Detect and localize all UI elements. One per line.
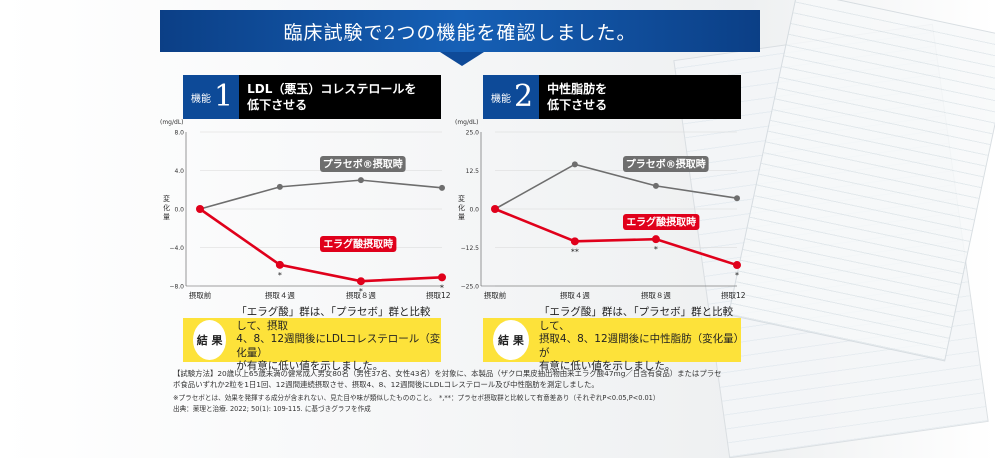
c2-point-ellagic (491, 205, 499, 213)
panel2-number-box: 機能 2 (483, 75, 540, 119)
panel1-label: 機能 (191, 93, 211, 105)
c1-ylabel-char: 化 (163, 203, 170, 212)
panel2-number: 2 (514, 79, 534, 114)
c1-ytick-label: −8.0 (169, 284, 184, 291)
c2-legend-ellagic: エラグ酸摂取時 (626, 216, 696, 229)
banner: 臨床試験で2つの機能を確認しました。 (160, 10, 760, 52)
panel1-number: 1 (214, 79, 234, 114)
panel2-title: 中性脂肪を 低下させる (539, 81, 607, 113)
c1-significance-mark: * (440, 283, 444, 292)
panel1-result-line1: 「エラグ酸」群は、「プラセボ」群と比較して、摂取 (236, 306, 431, 332)
panel1-title: LDL（悪玉）コレステロールを 低下させる (239, 81, 416, 113)
panel1-result-line3: が有意に低い値を示しました。 (236, 360, 384, 373)
notes-line4: 出典：薬理と治療. 2022; 50(1): 109-115. に基づきグラフを… (173, 405, 371, 413)
c2-point-ellagic (733, 261, 741, 270)
notes-line2: ボ食品いずれか2粒を1日1回、12週間連続摂取させ、摂取4、8、12週間後にLD… (173, 380, 599, 389)
c1-ytick-label: 4.0 (174, 168, 184, 175)
banner-title: 臨床試験で2つの機能を確認しました。 (283, 21, 637, 44)
panel2-result-badge: 結 果 (493, 320, 529, 360)
c2-ytick-label: −12.5 (461, 245, 480, 252)
c2-unit: (mg/dL) (455, 119, 479, 126)
c1-significance-mark: * (359, 287, 363, 296)
c1-point-placebo (439, 184, 445, 191)
c2-xtick-label: 摂取前 (484, 290, 507, 300)
c1-series-placebo-line (199, 179, 443, 210)
c1-xtick-label: 摂取８週 (346, 290, 376, 300)
panel2-result-line1: 「エラグ酸」群は、「プラセボ」群と比較して、 (538, 306, 734, 332)
c2-point-ellagic (651, 235, 660, 244)
c2-ytick-label: −25.0 (461, 284, 480, 291)
c1-point-ellagic (438, 273, 446, 282)
c1-xtick-label: 摂取４週 (265, 290, 295, 300)
c1-legend-placebo: プラセボ®摂取時 (323, 158, 403, 171)
c2-ylabel-char: 変 (458, 194, 465, 203)
c2-legend-placebo-bg (623, 156, 709, 172)
c1-point-placebo (276, 183, 283, 190)
c1-unit: (mg/dL) (160, 119, 184, 126)
c2-xtick-label: 摂取４週 (560, 290, 590, 300)
c2-xtick-label: 摂取８週 (641, 290, 671, 300)
c1-point-ellagic (196, 205, 204, 213)
panel1-result-line2: 4、8、12週間後にLDLコレステロール（変化量） (236, 333, 441, 359)
notes-line1: 【試験方法】20歳以上65歳未満の健常成人男女80名（男性37名、女性43名）を… (173, 369, 722, 378)
c2-legend-placebo: プラセボ®摂取時 (626, 158, 706, 171)
banner-pointer (440, 52, 484, 66)
c2-ylabel-char: 量 (458, 213, 465, 221)
panel2-result-line2: 摂取4、8、12週間後に中性脂肪（変化量）が (538, 333, 739, 359)
panel2-result-line3: 有意に低い値を示しました。 (538, 360, 676, 373)
panel1-title-line1: LDL（悪玉）コレステロールを (247, 82, 417, 96)
study-notes: 【試験方法】20歳以上65歳未満の健常成人男女80名（男性37名、女性43名）を… (173, 368, 743, 415)
c2-significance-mark: * (735, 271, 739, 280)
c2-series-placebo-line (494, 163, 738, 210)
panel2-title-line1: 中性脂肪を (547, 82, 608, 96)
c1-point-placebo (357, 177, 364, 184)
c1-legend-ellagic: エラグ酸摂取時 (323, 238, 393, 251)
c1-legend-placebo-bg (320, 156, 406, 172)
c2-ytick-label: 25.0 (466, 130, 480, 137)
c1-ylabel-char: 量 (163, 213, 170, 221)
c1-point-ellagic (356, 277, 365, 286)
c2-legend-ellagic-bg (623, 214, 700, 230)
c2-ylabel-char: 化 (458, 203, 465, 212)
notes-line3: ※プラセボとは、効果を発揮する成分が含まれない、見た目や味が類似したもののこと。… (173, 394, 660, 402)
c1-significance-mark: * (278, 271, 282, 280)
panel2-result: 結 果 「エラグ酸」群は、「プラセボ」群と比較して、 摂取4、8、12週間後に中… (483, 306, 741, 372)
c2-point-placebo (734, 195, 740, 202)
panel2-result-text: 「エラグ酸」群は、「プラセボ」群と比較して、 摂取4、8、12週間後に中性脂肪（… (539, 306, 741, 374)
c1-ytick-label: −4.0 (169, 245, 184, 252)
panel1-result-badge: 結 果 (193, 320, 227, 360)
c2-ytick-label: 0.0 (469, 207, 479, 214)
panel2-title-line2: 低下させる (547, 98, 608, 112)
c1-point-ellagic (275, 260, 284, 269)
c2-point-placebo (652, 182, 659, 189)
c1-ytick-label: 8.0 (174, 130, 184, 137)
c2-point-ellagic (570, 237, 579, 246)
c1-series-ellagic-line (199, 207, 443, 283)
panel1-result: 結 果 「エラグ酸」群は、「プラセボ」群と比較して、摂取 4、8、12週間後にL… (183, 306, 441, 372)
c2-ytick-label: 12.5 (466, 168, 480, 175)
c1-xtick-label: 摂取前 (189, 290, 212, 300)
c2-xtick-label: 摂取12週 (721, 290, 745, 300)
c1-xtick-label: 摂取12週 (426, 290, 450, 300)
panel1-header: 機能 1 LDL（悪玉）コレステロールを 低下させる (183, 75, 441, 119)
c2-significance-mark: ** (571, 247, 579, 256)
panel2-header: 機能 2 中性脂肪を 低下させる (483, 75, 741, 119)
c1-legend-ellagic-bg (320, 236, 397, 252)
c1-ytick-label: 0.0 (174, 207, 184, 214)
panel2-label: 機能 (491, 93, 511, 105)
c2-series-ellagic-line (494, 207, 738, 267)
panel1-title-line2: 低下させる (247, 98, 308, 112)
c2-point-placebo (571, 161, 578, 168)
c1-ylabel-char: 変 (163, 194, 170, 203)
c2-significance-mark: * (654, 245, 658, 254)
panel1-result-text: 「エラグ酸」群は、「プラセボ」群と比較して、摂取 4、8、12週間後にLDLコレ… (236, 306, 441, 374)
panel1-number-box: 機能 1 (183, 75, 240, 119)
